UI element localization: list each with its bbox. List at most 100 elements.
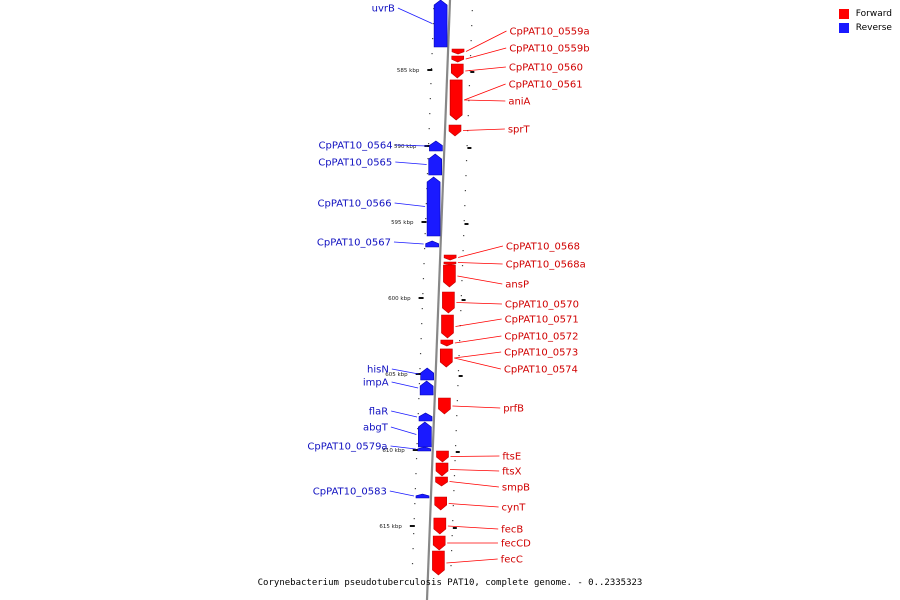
gene-label: flaR	[369, 407, 388, 418]
gene-arrow	[451, 55, 465, 63]
gene-cynT: cynT	[434, 496, 527, 514]
gene-CpPAT10_0571: CpPAT10_0571	[441, 315, 579, 339]
gene-label: ansP	[505, 280, 529, 291]
gene-arrow	[451, 48, 465, 55]
gene-arrow	[448, 124, 462, 137]
gene-label: CpPAT10_0564	[319, 141, 393, 152]
gene-label: fecB	[501, 525, 523, 536]
gene-CpPAT10_0560: CpPAT10_0560	[450, 63, 583, 79]
gene-arrow	[428, 153, 442, 176]
genome-caption: Corynebacterium pseudotuberculosis PAT10…	[257, 578, 643, 588]
tick-mark-right	[458, 375, 463, 377]
guide-dot	[463, 220, 465, 222]
guide-dot	[419, 353, 422, 355]
gene-connector	[465, 66, 506, 72]
gene-label: CpPAT10_0565	[318, 158, 392, 169]
guide-dot	[458, 355, 460, 357]
gene-label: CpPAT10_0579a	[307, 442, 387, 453]
guide-dot	[418, 398, 420, 400]
gene-flaR: flaR	[369, 407, 433, 422]
gene-connector	[391, 368, 419, 375]
guide-dot	[429, 98, 431, 100]
guide-dot	[464, 205, 466, 207]
gene-smpB: smpB	[435, 476, 530, 494]
guide-dot	[465, 175, 467, 177]
gene-sprT: sprT	[448, 124, 531, 137]
gene-ansP: ansP	[443, 264, 529, 291]
gene-connector	[454, 351, 502, 359]
track-guide-dots	[411, 8, 473, 567]
gene-label: CpPAT10_0583	[313, 487, 387, 498]
gene-features: uvrB CpPAT10_0564 CpPAT10_0565 CpPAT10_0566…	[307, 0, 590, 576]
gene-prfB: prfB	[438, 397, 524, 415]
gene-arrow	[443, 254, 457, 261]
gene-connector	[446, 558, 498, 564]
gene-label: sprT	[508, 125, 531, 136]
gene-connector	[447, 525, 499, 530]
gene-connector	[454, 335, 502, 344]
gene-CpPAT10_0568a: CpPAT10_0568a	[443, 260, 586, 271]
guide-dot	[421, 308, 423, 310]
gene-label: impA	[363, 378, 389, 389]
gene-connector	[391, 410, 418, 418]
guide-dot	[460, 295, 462, 297]
guide-dot	[453, 490, 455, 492]
gene-arrow	[443, 261, 457, 266]
gene-connector	[393, 241, 424, 245]
guide-dot	[422, 293, 424, 295]
guide-dot	[425, 218, 427, 220]
gene-label: CpPAT10_0568	[506, 242, 580, 253]
gene-arrow	[419, 380, 434, 396]
guide-dot	[457, 370, 460, 372]
gene-arrow	[450, 63, 464, 79]
guide-dot	[432, 38, 434, 40]
genome-axis-line	[425, 0, 452, 600]
guide-dot	[417, 428, 419, 430]
gene-label: cynT	[502, 503, 527, 514]
tick-mark-left	[412, 449, 418, 451]
gene-label: CpPAT10_0570	[505, 300, 579, 311]
guide-dot	[453, 475, 456, 477]
guide-dot	[455, 445, 457, 447]
guide-dot	[416, 443, 418, 445]
guide-dot	[412, 548, 414, 550]
gene-label: CpPAT10_0566	[318, 199, 392, 210]
guide-dot	[460, 310, 462, 312]
gene-arrow	[432, 535, 446, 551]
guide-dot	[470, 40, 472, 42]
gene-label: smpB	[502, 483, 530, 494]
tick-mark-left	[409, 525, 415, 527]
guide-dot	[427, 158, 429, 160]
gene-arrow	[432, 550, 445, 576]
gene-connector	[391, 381, 419, 389]
guide-dot	[413, 533, 415, 535]
gene-connector	[456, 302, 502, 305]
gene-arrow	[425, 240, 439, 248]
guide-dot	[465, 160, 468, 162]
gene-CpPAT10_0579a: CpPAT10_0579a	[307, 442, 432, 453]
gene-connector	[457, 275, 503, 285]
gene-arrow	[418, 421, 432, 448]
guide-dot	[423, 263, 425, 265]
guide-dot	[468, 85, 471, 87]
legend-forward: Forward	[838, 9, 892, 19]
guide-dot	[456, 415, 458, 417]
tick-marks: 585 kbp 590 kbp 595 kbp 600 kbp 605 kbp 610 k…	[379, 68, 475, 530]
gene-label: hisN	[367, 365, 389, 376]
gene-arrow	[435, 462, 449, 477]
gene-connector	[449, 481, 499, 488]
legend-reverse: Reverse	[838, 23, 892, 33]
gene-CpPAT10_0565: CpPAT10_0565	[318, 153, 442, 176]
guide-dot	[461, 265, 464, 267]
guide-dot	[431, 53, 433, 55]
gene-CpPAT10_0574: CpPAT10_0574	[439, 348, 578, 376]
guide-dot	[425, 203, 427, 205]
guide-dot	[457, 385, 459, 387]
gene-CpPAT10_0567: CpPAT10_0567	[317, 238, 439, 249]
gene-ftsE: ftsE	[436, 450, 521, 463]
gene-arrow	[415, 493, 430, 499]
gene-connector	[390, 426, 417, 435]
gene-CpPAT10_0564: CpPAT10_0564	[319, 141, 443, 152]
guide-dot	[452, 505, 454, 507]
